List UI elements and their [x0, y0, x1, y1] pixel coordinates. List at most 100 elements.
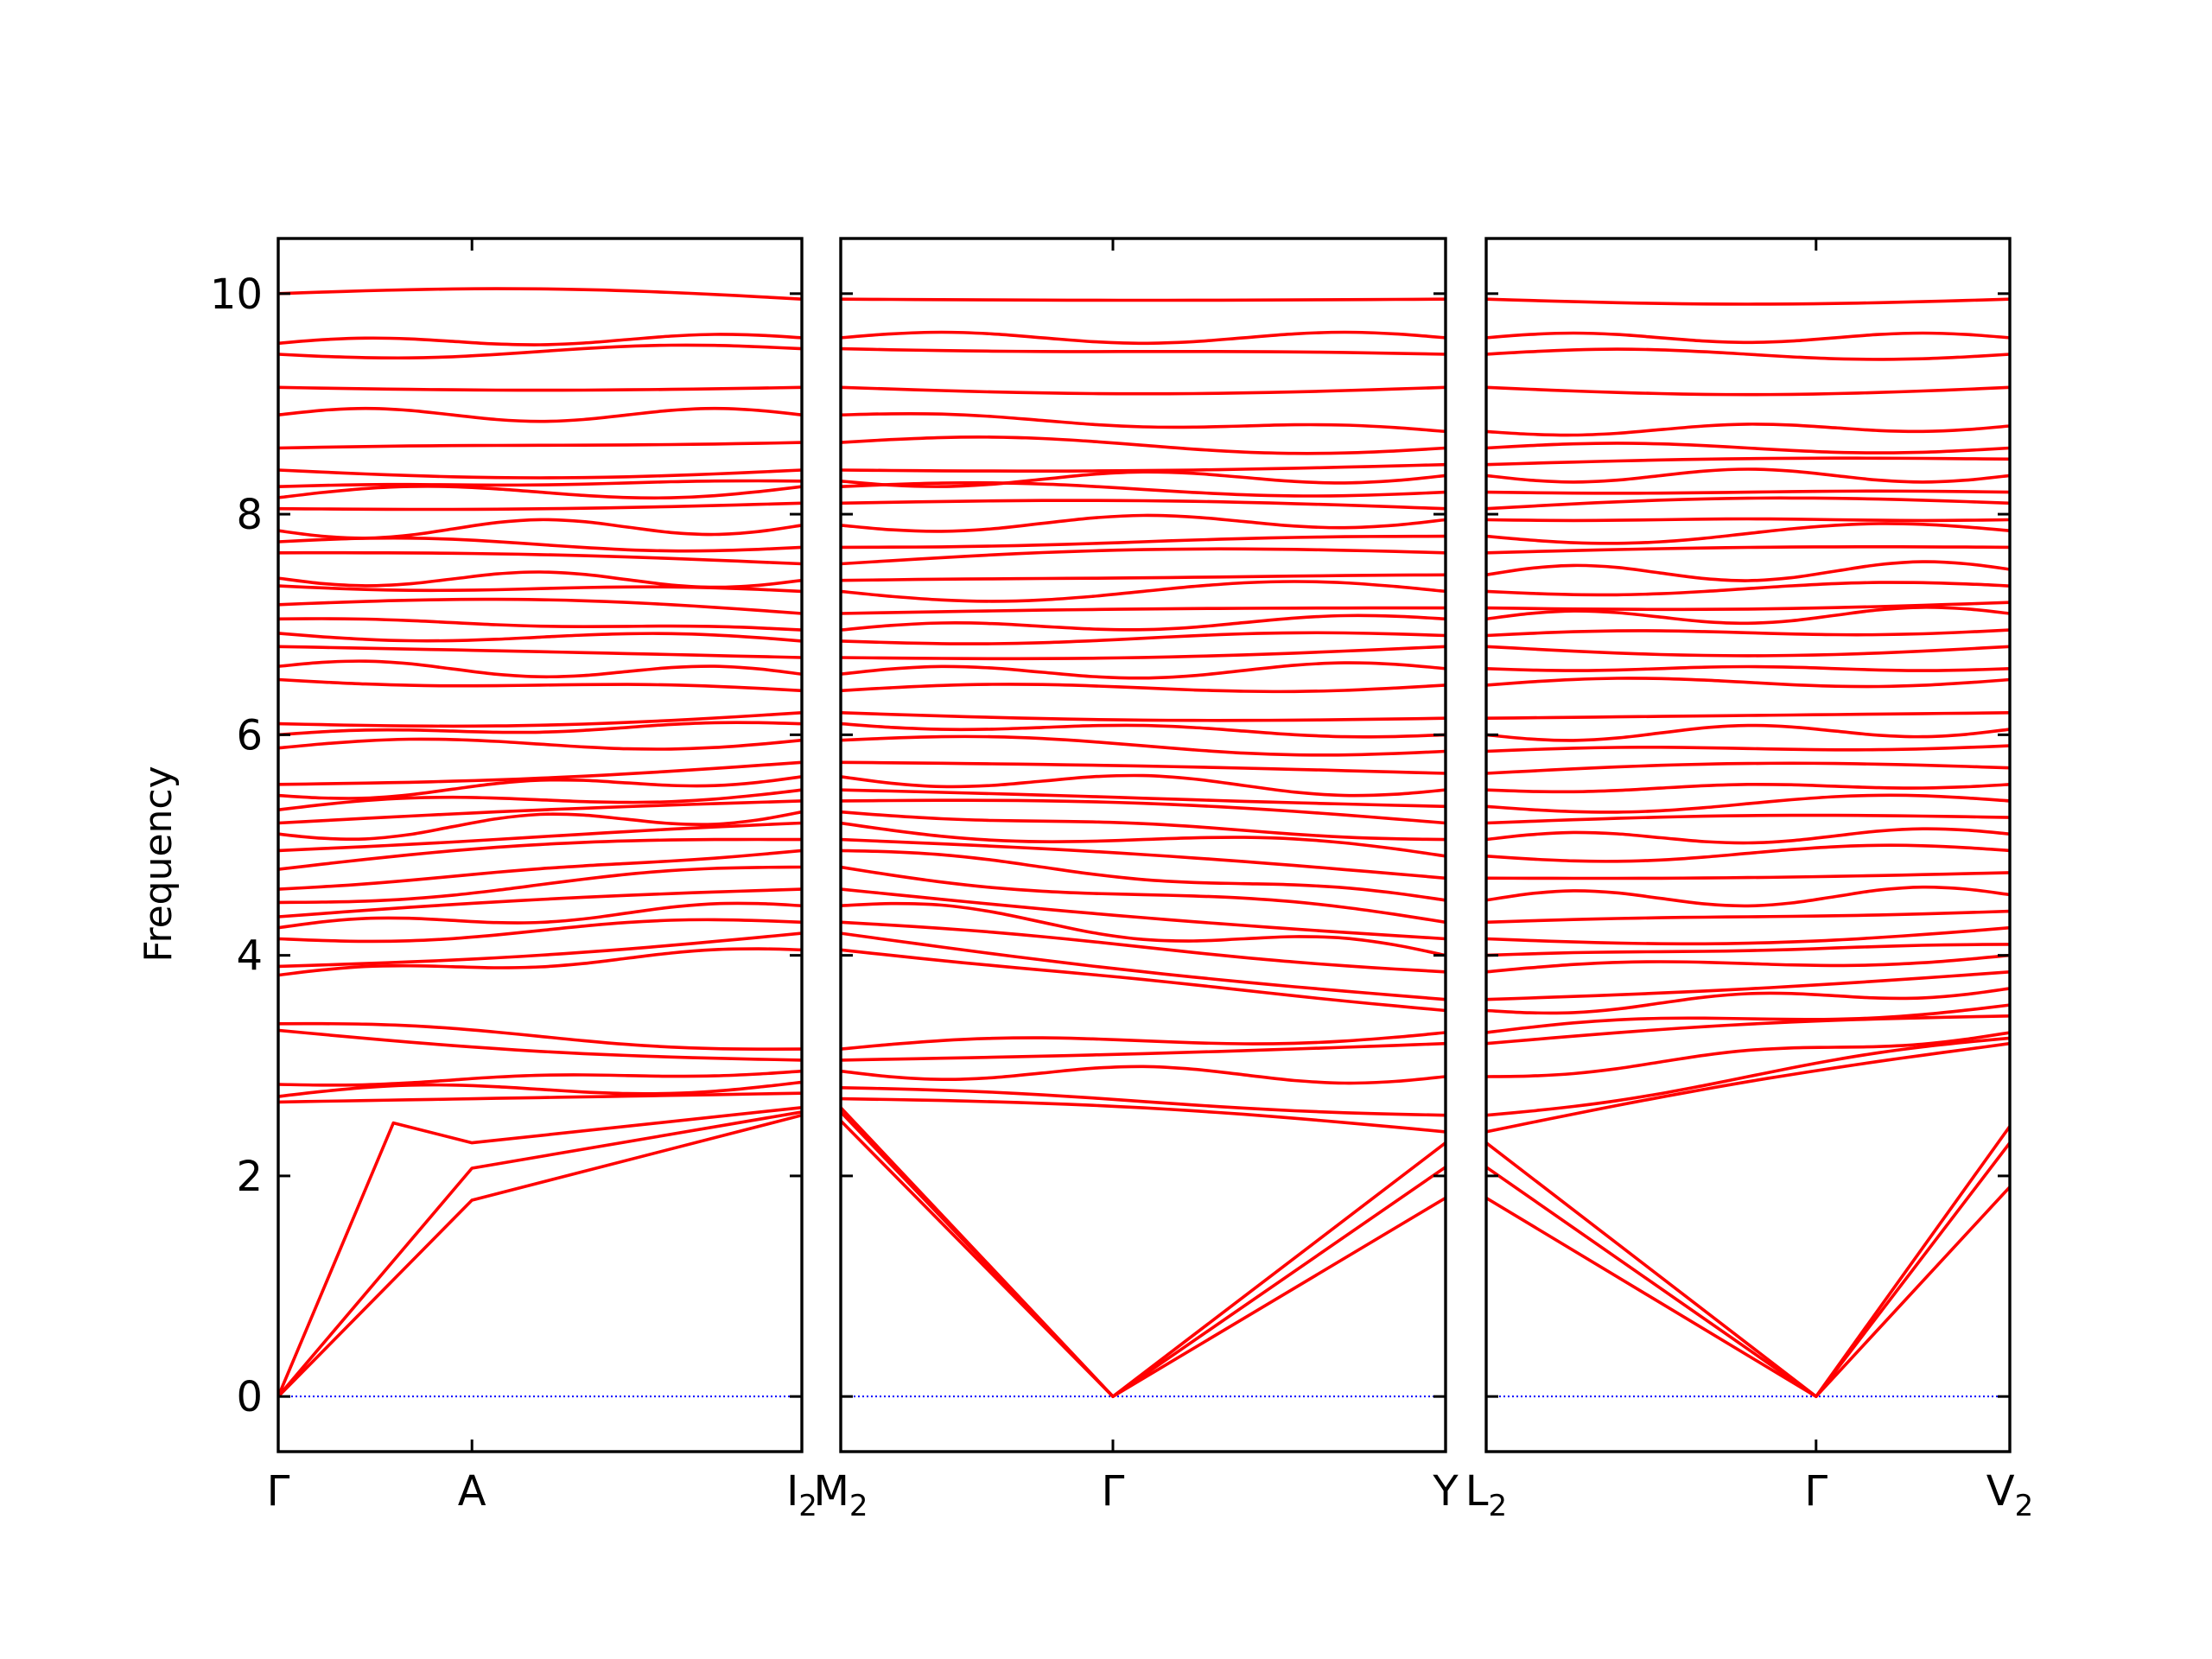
optical-band — [278, 721, 802, 737]
optical-band — [841, 821, 1446, 858]
optical-band — [278, 677, 802, 693]
optical-band — [841, 931, 1446, 1001]
optical-band — [841, 631, 1446, 645]
optical-band — [1486, 813, 2010, 825]
optical-band — [1486, 496, 2010, 511]
optical-band — [1486, 1003, 2010, 1034]
optical-band — [1486, 793, 2010, 814]
optical-band — [841, 330, 1446, 346]
optical-band — [841, 721, 1446, 739]
optical-band — [841, 1031, 1446, 1051]
optical-band — [841, 920, 1446, 974]
panel-frame — [1484, 237, 2012, 1453]
optical-band — [1486, 456, 2010, 467]
optical-band — [278, 632, 802, 643]
optical-band — [1486, 1031, 2010, 1078]
optical-band — [278, 918, 802, 944]
optical-band — [278, 501, 802, 512]
optical-band — [1486, 442, 2010, 454]
optical-band — [1486, 909, 2010, 925]
optical-band — [278, 711, 802, 728]
y-axis-label: Frequency — [137, 766, 181, 962]
optical-band — [841, 1086, 1446, 1117]
optical-band — [278, 810, 802, 842]
acoustic-band-ac3 — [1486, 1125, 2010, 1398]
y-tick-label: 6 — [236, 711, 263, 760]
optical-band — [1486, 1014, 2010, 1046]
panel-2: M2 Γ Y — [813, 237, 1459, 1523]
panel-3: L2 Γ V2 — [1465, 237, 2033, 1523]
optical-band — [278, 760, 802, 786]
y-tick-label: 10 — [210, 270, 263, 319]
optical-band — [841, 661, 1446, 680]
optical-band — [841, 683, 1446, 694]
acoustic-band-ac2 — [278, 1110, 802, 1398]
y-tick-label: 8 — [236, 491, 263, 539]
bands-panel-3 — [1486, 297, 2010, 1398]
acoustic-band-ac3 — [278, 1106, 802, 1397]
x-tick-label: Γ — [1102, 1467, 1125, 1516]
optical-band — [1486, 331, 2010, 345]
x-tick-label: A — [458, 1467, 486, 1516]
x-tick-label: Γ — [1804, 1467, 1827, 1516]
optical-band — [1486, 522, 2010, 545]
optical-band — [841, 734, 1446, 757]
bands-panel-1 — [278, 287, 802, 1398]
optical-band — [278, 479, 802, 488]
optical-band — [1486, 761, 2010, 775]
x-tick-label: Y — [1432, 1467, 1459, 1516]
optical-band — [1486, 987, 2010, 1015]
optical-band — [1486, 489, 2010, 495]
optical-band — [841, 385, 1446, 396]
optical-band — [1486, 677, 2010, 689]
optical-band — [278, 385, 802, 392]
optical-band — [841, 849, 1446, 902]
optical-band — [1486, 711, 2010, 720]
optical-band — [841, 865, 1446, 925]
x-tick-label: L2 — [1465, 1467, 1507, 1523]
optical-band — [1486, 423, 2010, 437]
optical-band — [1486, 925, 2010, 946]
optical-band — [278, 887, 802, 918]
panel-1: Γ A I2 — [267, 237, 817, 1523]
optical-band — [841, 534, 1446, 550]
optical-band — [841, 901, 1446, 957]
optical-band — [278, 788, 802, 811]
optical-band — [278, 775, 802, 800]
optical-band — [1486, 943, 2010, 957]
optical-band — [841, 499, 1446, 511]
optical-band — [1486, 601, 2010, 612]
x-tick-label: Γ — [267, 1467, 290, 1516]
optical-band — [841, 1041, 1446, 1062]
optical-band — [1486, 347, 2010, 361]
optical-band — [1486, 517, 2010, 523]
x-tick-label: I2 — [786, 1467, 817, 1523]
optical-band — [278, 570, 802, 589]
optical-band — [278, 1069, 802, 1087]
optical-band — [278, 597, 802, 615]
optical-band — [841, 837, 1446, 880]
optical-band — [841, 645, 1446, 661]
optical-band — [1486, 871, 2010, 880]
y-tick-label: 4 — [236, 932, 263, 981]
optical-band — [841, 948, 1446, 1013]
optical-band — [1486, 843, 2010, 863]
optical-band — [278, 550, 802, 566]
optical-band — [1486, 297, 2010, 306]
optical-band — [278, 468, 802, 480]
acoustic-band-ac3 — [841, 1106, 1446, 1398]
optical-band — [278, 901, 802, 930]
optical-band — [841, 547, 1446, 566]
optical-band — [278, 485, 802, 500]
optical-band — [278, 947, 802, 977]
optical-band — [1486, 645, 2010, 658]
optical-band — [278, 821, 802, 853]
x-tick-label: V2 — [1986, 1467, 2033, 1523]
optical-band — [841, 788, 1446, 809]
optical-band — [841, 798, 1446, 825]
y-axis: 0 2 4 6 8 10 — [210, 270, 263, 1421]
optical-band — [278, 931, 802, 969]
optical-band — [278, 406, 802, 423]
optical-band — [841, 1065, 1446, 1085]
optical-band — [1486, 782, 2010, 794]
